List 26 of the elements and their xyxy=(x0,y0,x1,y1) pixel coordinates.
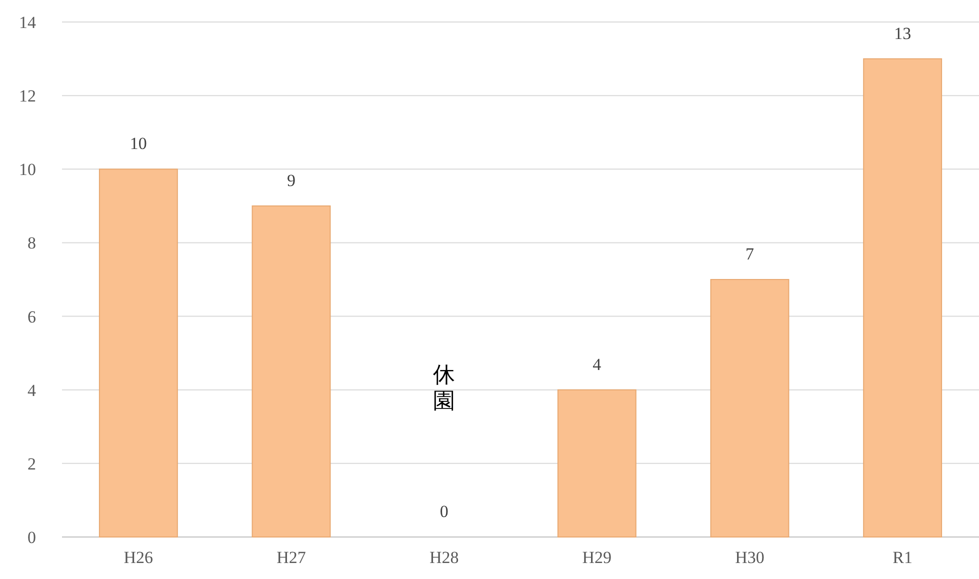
data-label: 0 xyxy=(440,502,448,521)
data-label: 10 xyxy=(130,134,147,154)
x-tick-label: H27 xyxy=(276,548,306,567)
data-label: 4 xyxy=(592,354,602,374)
data-label: 7 xyxy=(746,244,754,264)
y-tick-label: 6 xyxy=(28,307,36,326)
annotation: 休園 xyxy=(433,363,456,414)
y-tick-label: 0 xyxy=(28,528,36,547)
bar xyxy=(557,389,636,538)
bar xyxy=(252,205,331,538)
data-label: 13 xyxy=(894,24,912,43)
y-tick-label: 14 xyxy=(19,13,36,32)
x-tick-label: H29 xyxy=(582,548,612,567)
y-tick-label: 2 xyxy=(28,454,36,474)
bar xyxy=(863,58,942,538)
x-tick-label: H26 xyxy=(124,548,154,567)
data-label: 9 xyxy=(287,170,296,190)
y-tick-label: 10 xyxy=(19,160,36,180)
x-tick-label: H28 xyxy=(429,548,459,567)
x-tick-label: R1 xyxy=(892,548,913,567)
y-tick-label: 4 xyxy=(28,380,36,400)
bar xyxy=(710,279,790,538)
y-tick-label: 12 xyxy=(19,86,36,106)
y-tick-label: 8 xyxy=(28,234,36,253)
bar xyxy=(98,168,178,538)
x-tick-label: H30 xyxy=(735,548,764,567)
